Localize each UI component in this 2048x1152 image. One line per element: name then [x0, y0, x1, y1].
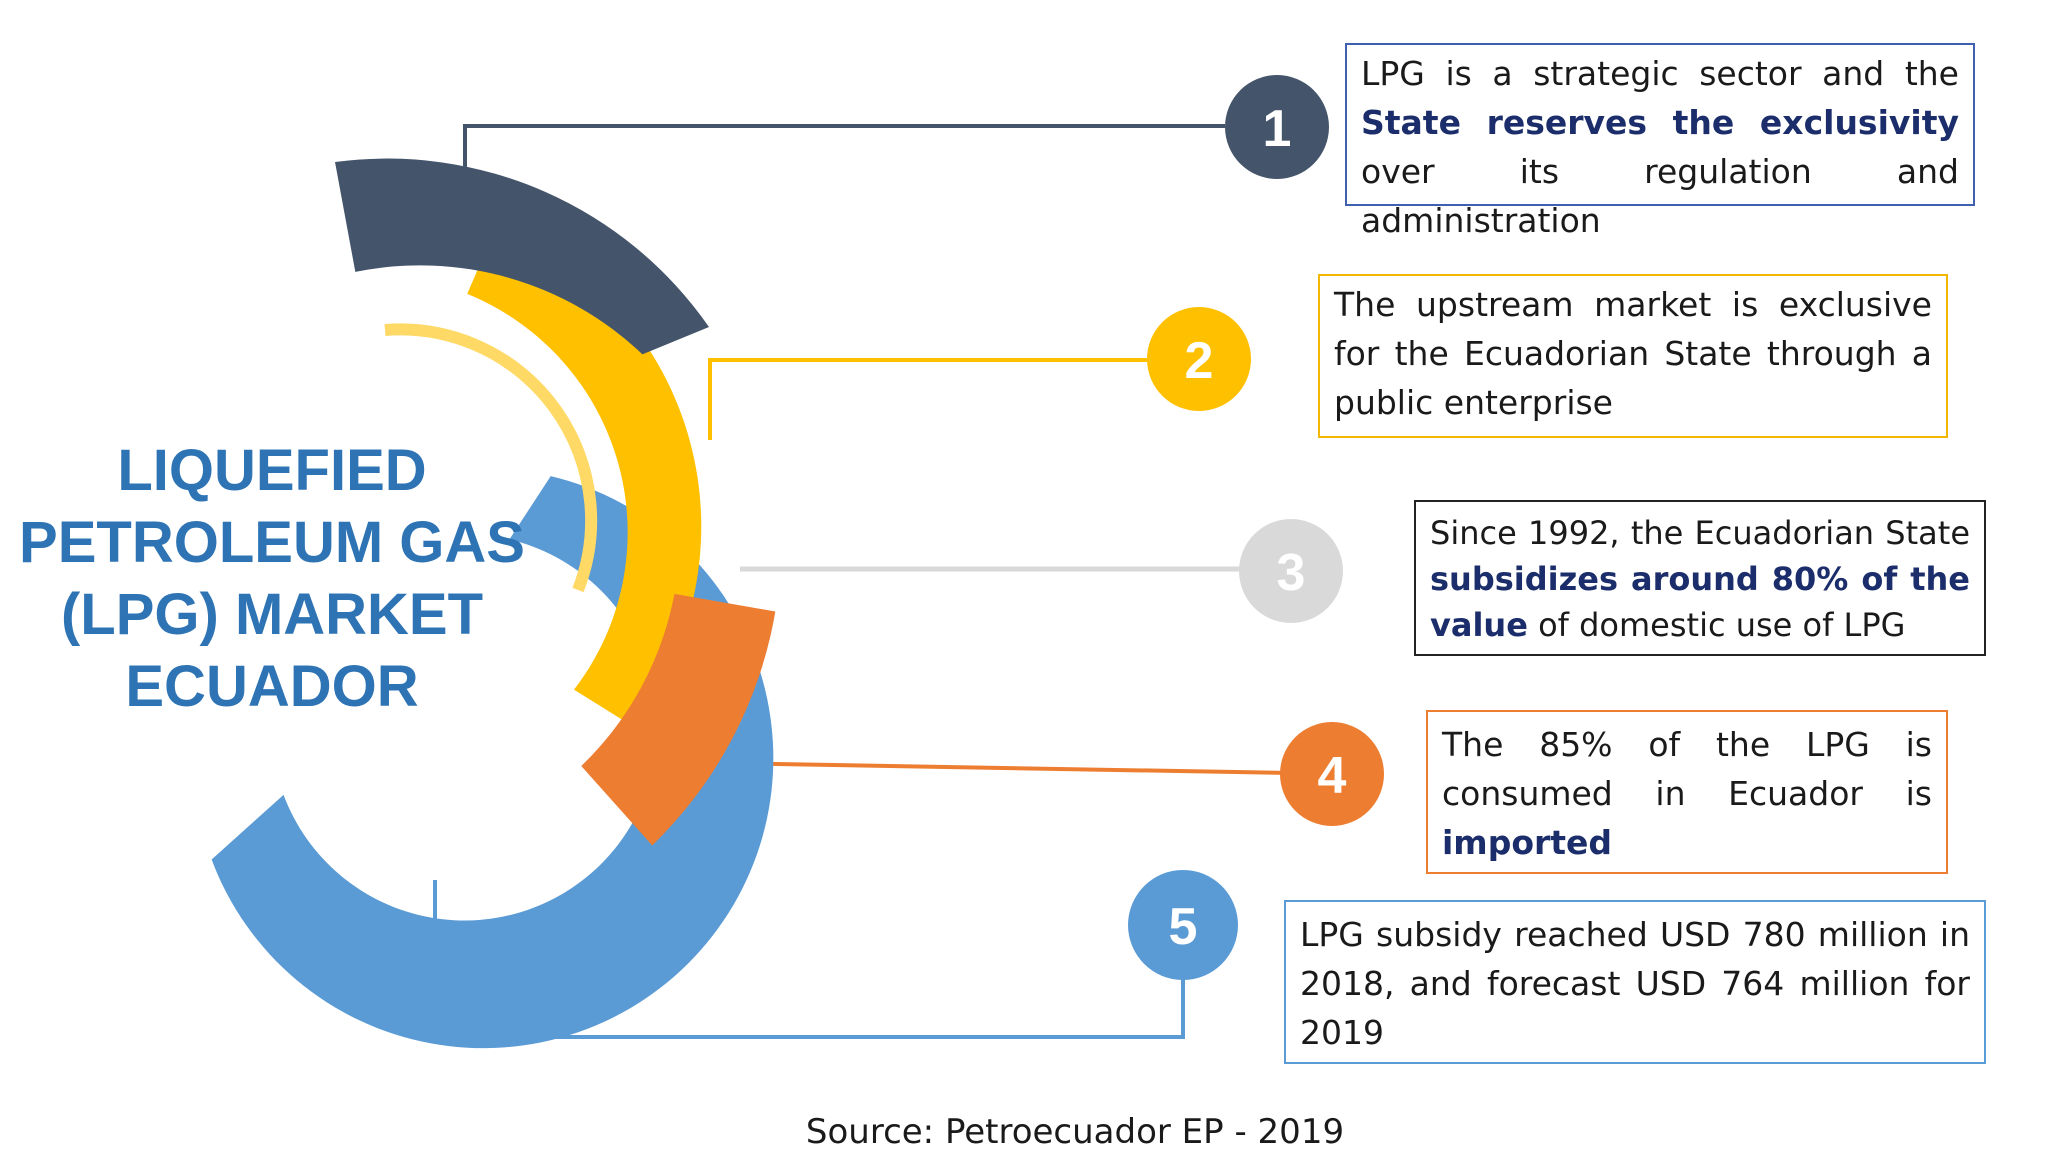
fact-box-4: The 85% of the LPG is consumed in Ecuado… — [1426, 710, 1948, 874]
arc-orange — [581, 593, 776, 846]
connector-4 — [719, 761, 1291, 775]
circle-1 — [1225, 75, 1329, 179]
fact-2-text: The upstream market is exclusive for the… — [1334, 285, 1932, 422]
title-line-2: PETROLEUM GAS — [19, 510, 525, 575]
fact-box-2: The upstream market is exclusive for the… — [1318, 274, 1948, 438]
title-line-4: ECUADOR — [125, 654, 418, 719]
fact-3-text-a: Since 1992, the Ecuadorian State — [1430, 514, 1970, 552]
number-3: 3 — [1277, 544, 1306, 602]
connector-1 — [463, 124, 1225, 190]
title-line-1: LIQUEFIED — [117, 438, 426, 503]
fact-box-1: LPG is a strategic sector and the State … — [1345, 43, 1975, 240]
connector-2 — [708, 358, 1150, 440]
source-caption: Source: Petroecuador EP - 2019 — [805, 1112, 1345, 1152]
number-2: 2 — [1185, 332, 1214, 390]
circle-4 — [1280, 722, 1384, 826]
fact-3-text-b: of domestic use of LPG — [1527, 606, 1906, 644]
arc-dark — [335, 158, 709, 355]
circle-5 — [1128, 870, 1238, 980]
fact-3-text-bold: subsidizes around 80% of the value — [1430, 560, 1970, 644]
title-line-3: (LPG) MARKET — [61, 582, 483, 647]
fact-box-5: LPG subsidy reached USD 780 million in 2… — [1284, 900, 1986, 1064]
fact-4-text-a: The 85% of the LPG is consumed in Ecuado… — [1442, 725, 1932, 813]
fact-4-text-bold: imported — [1442, 823, 1613, 862]
number-4: 4 — [1318, 747, 1347, 805]
fact-1-text-b: over its regulation and administration — [1361, 152, 1959, 240]
number-5: 5 — [1169, 898, 1198, 956]
fact-1-text-bold: State reserves the exclusivity — [1361, 103, 1959, 142]
circle-3 — [1239, 519, 1343, 623]
fact-5-text: LPG subsidy reached USD 780 million in 2… — [1300, 915, 1970, 1052]
fact-1-text-a: LPG is a strategic sector and the — [1361, 54, 1959, 93]
circle-2 — [1147, 307, 1251, 411]
number-1: 1 — [1263, 100, 1292, 158]
arc-thin-yellow — [384, 323, 598, 593]
fact-box-3: Since 1992, the Ecuadorian State subsidi… — [1414, 500, 1986, 656]
